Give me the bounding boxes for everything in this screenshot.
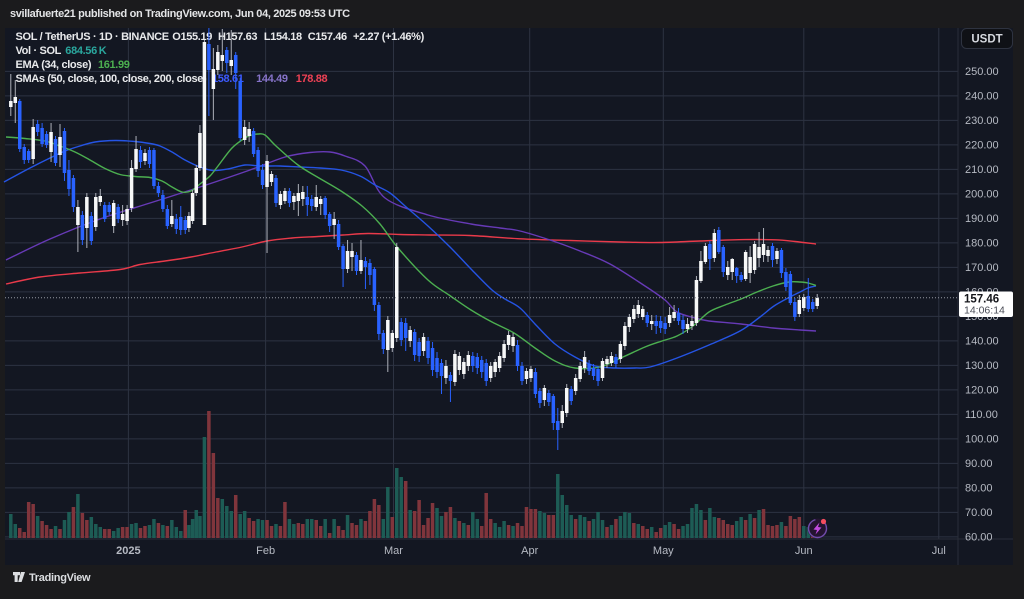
- svg-text:SOL / TetherUS · 1D · BINANCE: SOL / TetherUS · 1D · BINANCE: [16, 31, 169, 43]
- svg-text:178.88: 178.88: [296, 73, 328, 85]
- svg-text:Jul: Jul: [932, 545, 946, 557]
- svg-text:May: May: [653, 545, 674, 557]
- svg-text:C157.46: C157.46: [308, 31, 347, 43]
- svg-text:684.56 K: 684.56 K: [65, 45, 106, 57]
- svg-text:100.00: 100.00: [965, 433, 999, 445]
- svg-text:161.99: 161.99: [98, 59, 130, 71]
- svg-text:130.00: 130.00: [965, 360, 999, 372]
- svg-text:+2.27 (+1.46%): +2.27 (+1.46%): [353, 31, 425, 43]
- svg-text:250.00: 250.00: [965, 66, 999, 78]
- svg-text:190.00: 190.00: [965, 213, 999, 225]
- svg-text:80.00: 80.00: [965, 482, 993, 494]
- svg-text:Apr: Apr: [521, 545, 538, 557]
- svg-text:Feb: Feb: [256, 545, 275, 557]
- svg-text:110.00: 110.00: [965, 409, 998, 421]
- svg-text:14:06:14: 14:06:14: [964, 305, 1005, 317]
- svg-text:EMA (34, close): EMA (34, close): [16, 59, 92, 71]
- svg-text:200.00: 200.00: [965, 188, 999, 200]
- svg-text:Mar: Mar: [384, 545, 403, 557]
- svg-text:H157.63: H157.63: [218, 31, 257, 43]
- svg-text:L154.18: L154.18: [264, 31, 302, 43]
- svg-text:144.49: 144.49: [256, 73, 288, 85]
- svg-text:230.00: 230.00: [965, 115, 999, 127]
- svg-text:USDT: USDT: [971, 34, 1002, 46]
- svg-text:60.00: 60.00: [965, 531, 993, 543]
- svg-text:157.46: 157.46: [964, 294, 999, 306]
- svg-text:240.00: 240.00: [965, 90, 999, 102]
- svg-text:90.00: 90.00: [965, 458, 993, 470]
- svg-text:70.00: 70.00: [965, 507, 993, 519]
- svg-text:O155.19: O155.19: [172, 31, 212, 43]
- svg-text:170.00: 170.00: [965, 262, 999, 274]
- svg-text:180.00: 180.00: [965, 237, 999, 249]
- svg-text:2025: 2025: [116, 545, 140, 557]
- svg-text:Jun: Jun: [795, 545, 813, 557]
- svg-text:SMAs (50, close, 100, close, 2: SMAs (50, close, 100, close, 200, close): [16, 73, 208, 85]
- svg-text:140.00: 140.00: [965, 335, 999, 347]
- svg-text:220.00: 220.00: [965, 139, 999, 151]
- svg-text:Vol · SOL: Vol · SOL: [16, 45, 62, 57]
- svg-text:210.00: 210.00: [965, 164, 999, 176]
- svg-text:120.00: 120.00: [965, 384, 999, 396]
